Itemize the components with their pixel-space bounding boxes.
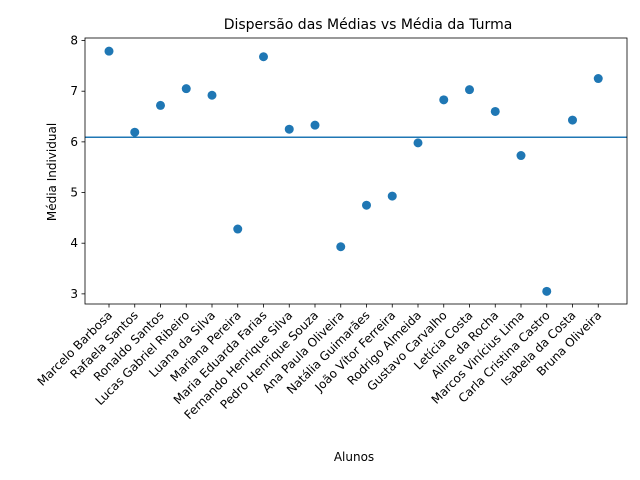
y-tick-label: 6 <box>70 135 78 149</box>
y-tick-label: 4 <box>70 236 78 250</box>
data-point <box>104 46 114 56</box>
data-point <box>233 224 243 234</box>
data-point <box>413 138 423 148</box>
data-point <box>542 286 552 296</box>
data-point <box>490 106 500 116</box>
data-point <box>336 242 346 252</box>
y-tick-label: 8 <box>70 34 78 48</box>
axes-frame <box>84 37 628 305</box>
data-point <box>156 100 165 110</box>
data-point <box>259 52 268 62</box>
data-point <box>387 191 397 201</box>
data-point <box>465 85 474 95</box>
data-point <box>130 127 140 137</box>
data-point <box>362 200 371 210</box>
data-point <box>181 84 191 94</box>
data-point <box>207 90 217 100</box>
y-axis-title: Média Individual <box>45 123 59 221</box>
y-tick-label: 3 <box>70 287 78 301</box>
data-point <box>284 124 294 134</box>
data-point <box>439 95 449 105</box>
x-axis-title: Alunos <box>334 450 374 464</box>
y-tick-label: 7 <box>70 84 78 98</box>
data-point <box>593 74 603 84</box>
chart-title: Dispersão das Médias vs Média da Turma <box>224 17 513 33</box>
y-tick-label: 5 <box>70 186 78 200</box>
data-point <box>516 151 526 161</box>
data-point <box>568 115 577 125</box>
data-point <box>310 120 320 130</box>
